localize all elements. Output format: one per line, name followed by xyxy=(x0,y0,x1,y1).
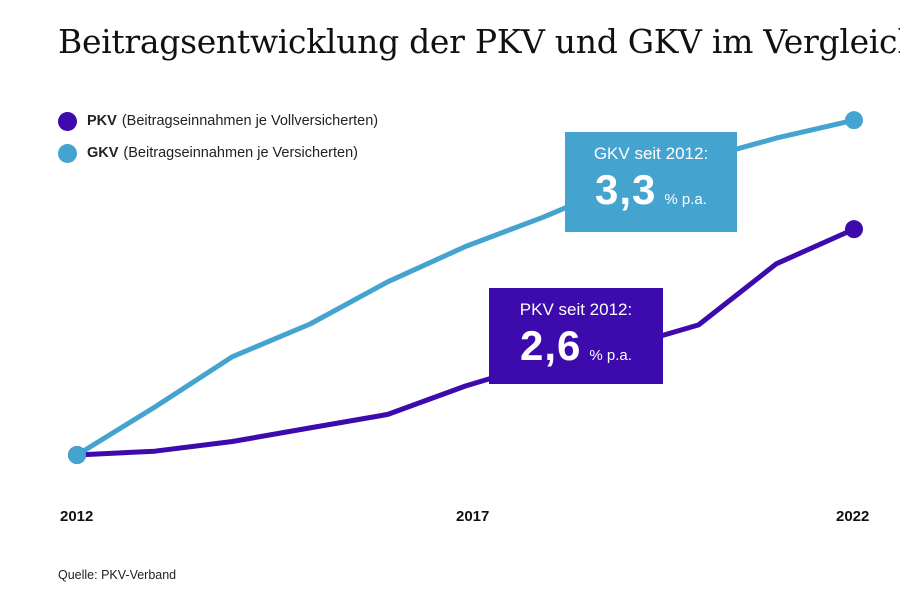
series-line-pkv xyxy=(74,226,857,458)
pkv-callout-label: PKV seit 2012: xyxy=(519,300,633,319)
x-tick-2017: 2017 xyxy=(456,508,490,525)
chart-title: Beitragsentwicklung der PKV und GKV im V… xyxy=(58,22,900,61)
gkv-callout-value: 3,3 xyxy=(595,166,657,213)
x-tick-2012: 2012 xyxy=(60,508,94,525)
legend-marker-pkv xyxy=(58,111,77,131)
x-tick-2022: 2022 xyxy=(836,508,870,525)
legend-name-pkv: PKV xyxy=(87,113,117,129)
legend-name-gkv: GKV xyxy=(87,145,119,161)
pkv-callout-unit: % p.a. xyxy=(589,347,632,364)
legend-desc-gkv: (Beitragseinnahmen je Versicherten) xyxy=(123,145,358,161)
gkv-callout-unit: % p.a. xyxy=(664,191,707,208)
source-note: Quelle: PKV-Verband xyxy=(58,568,177,582)
legend-item-pkv: PKV (Beitragseinnahmen je Vollversichert… xyxy=(58,108,378,134)
gkv-callout-label: GKV seit 2012: xyxy=(593,144,709,163)
gkv-callout: GKV seit 2012: 3,3 % p.a. xyxy=(565,132,737,232)
point-pkv-2022 xyxy=(845,220,863,239)
legend-marker-gkv xyxy=(58,143,77,163)
pkv-callout-value: 2,6 xyxy=(520,322,582,369)
legend-desc-pkv: (Beitragseinnahmen je Vollversicherten) xyxy=(121,113,379,129)
pkv-callout: PKV seit 2012: 2,6 % p.a. xyxy=(489,288,663,384)
legend: PKV (Beitragseinnahmen je Vollversichert… xyxy=(58,108,378,172)
point-gkv-2012 xyxy=(68,446,86,464)
legend-item-gkv: GKV (Beitragseinnahmen je Versicherten) xyxy=(58,140,378,166)
point-gkv-2022 xyxy=(845,111,863,130)
